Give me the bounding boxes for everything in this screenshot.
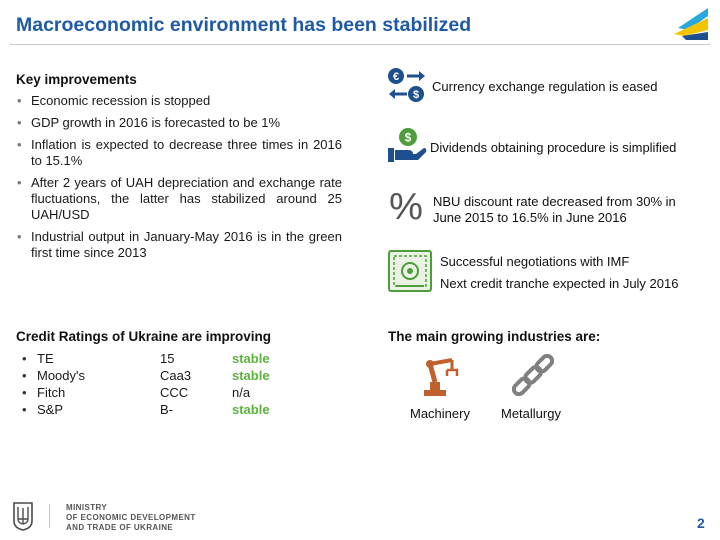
credit-ratings-heading: Credit Ratings of Ukraine are improving <box>16 329 272 344</box>
table-row: • Moody's Caa3 stable <box>22 367 302 384</box>
trident-emblem-icon <box>13 502 33 531</box>
rating-outlook: n/a <box>232 385 251 400</box>
currency-exchange-icon: € $ <box>388 68 425 102</box>
table-row: • S&P B- stable <box>22 401 302 418</box>
list-item: Industrial output in January-May 2016 is… <box>16 229 342 261</box>
ministry-line: MINISTRY <box>66 503 108 512</box>
imf-text-line1: Successful negotiations with IMF <box>440 254 630 269</box>
rating-agency: Fitch <box>37 385 66 400</box>
key-improvements-heading: Key improvements <box>16 72 137 87</box>
ministry-line: AND TRADE OF UKRAINE <box>66 523 174 532</box>
robot-arm-icon <box>424 358 459 396</box>
ministry-line: OF ECONOMIC DEVELOPMENT <box>66 513 196 522</box>
rating-grade: B- <box>160 402 173 417</box>
rating-agency: TE <box>37 351 54 366</box>
rating-outlook: stable <box>232 402 270 417</box>
industries-heading: The main growing industries are: <box>388 329 601 344</box>
list-item: Inflation is expected to decrease three … <box>16 137 342 169</box>
dollar-glyph: $ <box>405 131 412 145</box>
table-row: • Fitch CCC n/a <box>22 384 302 401</box>
bullet: • <box>22 351 27 366</box>
ministry-name: MINISTRY OF ECONOMIC DEVELOPMENT AND TRA… <box>66 503 196 533</box>
dollar-glyph: $ <box>413 89 419 101</box>
rating-grade: Caa3 <box>160 368 192 383</box>
key-improvements-list: Economic recession is stopped GDP growth… <box>16 93 342 267</box>
bullet: • <box>22 385 27 400</box>
nbu-rate-text-line2: June 2015 to 16.5% in June 2016 <box>433 210 627 225</box>
list-item: Economic recession is stopped <box>16 93 342 109</box>
bullet: • <box>22 368 27 383</box>
money-stack-icon <box>388 250 432 292</box>
credit-ratings-table: • TE 15 stable • Moody's Caa3 stable • F… <box>22 350 302 418</box>
list-item: GDP growth in 2016 is forecasted to be 1… <box>16 115 342 131</box>
imf-text-line2: Next credit tranche expected in July 201… <box>440 276 679 291</box>
industry-machinery-label: Machinery <box>410 406 470 421</box>
brand-logo-icon <box>674 8 708 40</box>
chain-link-icon <box>512 354 554 396</box>
industry-metallurgy-label: Metallurgy <box>501 406 561 421</box>
nbu-rate-text-line1: NBU discount rate decreased from 30% in <box>433 194 676 209</box>
rating-agency: Moody's <box>37 368 86 383</box>
table-row: • TE 15 stable <box>22 350 302 367</box>
rating-grade: 15 <box>160 351 175 366</box>
euro-glyph: € <box>393 71 399 83</box>
slide-title: Macroeconomic environment has been stabi… <box>16 14 472 36</box>
rating-outlook: stable <box>232 351 270 366</box>
bullet: • <box>22 402 27 417</box>
list-item: After 2 years of UAH depreciation and ex… <box>16 175 342 223</box>
percent-icon: % <box>389 186 423 226</box>
rating-grade: CCC <box>160 385 189 400</box>
currency-regulation-text: Currency exchange regulation is eased <box>432 79 658 94</box>
percent-glyph: % <box>389 186 423 226</box>
title-divider <box>10 44 710 45</box>
rating-agency: S&P <box>37 402 64 417</box>
footer-divider <box>49 504 50 528</box>
dividends-hand-icon: $ <box>388 128 427 162</box>
rating-outlook: stable <box>232 368 270 383</box>
dividends-text: Dividends obtaining procedure is simplif… <box>430 140 677 155</box>
page-number: 2 <box>697 515 705 531</box>
